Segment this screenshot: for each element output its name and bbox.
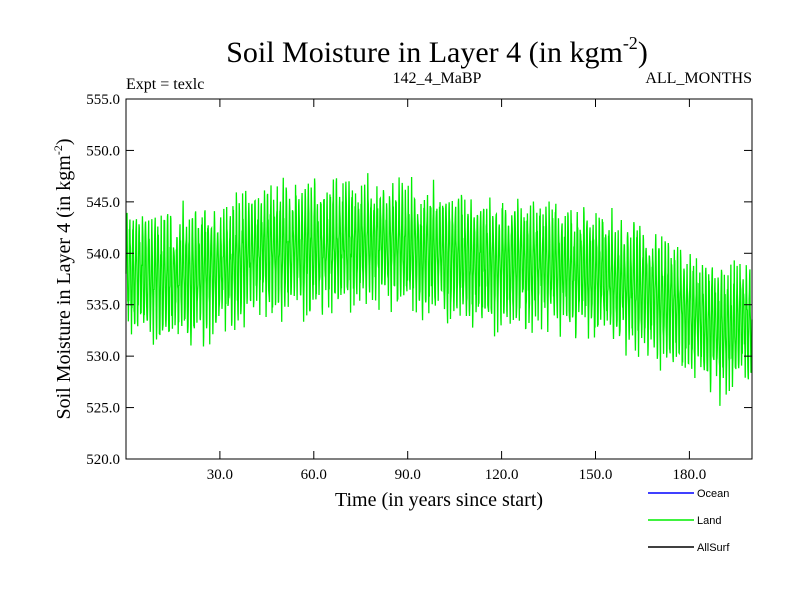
- legend-label-allsurf: AllSurf: [697, 542, 730, 554]
- x-tick-label: 150.0: [579, 467, 613, 483]
- legend-label-ocean: Ocean: [697, 488, 729, 500]
- plot-frame: [125, 98, 753, 460]
- y-tick-label: 540.0: [86, 246, 120, 262]
- chart-title: Soil Moisture in Layer 4 (in kgm-2): [226, 33, 648, 69]
- x-axis-label: Time (in years since start): [335, 489, 543, 511]
- y-axis: 520.0 525.0 530.0 535.0 540.0 545.0 550.0 555.0: [86, 92, 752, 468]
- y-tick-label: 530.0: [86, 349, 120, 365]
- y-tick-label: 520.0: [86, 452, 120, 468]
- y-tick-label: 525.0: [86, 401, 120, 417]
- x-tick-label: 60.0: [301, 467, 327, 483]
- y-axis-label: Soil Moisture in Layer 4 (in kgm-2): [51, 138, 75, 419]
- x-tick-label: 180.0: [673, 467, 707, 483]
- x-tick-label: 90.0: [395, 467, 421, 483]
- series-line-land: [125, 173, 753, 406]
- experiment-label: Expt = texlc: [126, 76, 204, 93]
- months-label: ALL_MONTHS: [645, 70, 752, 87]
- x-tick-label: 30.0: [207, 467, 233, 483]
- x-tick-label: 120.0: [485, 467, 519, 483]
- y-tick-label: 550.0: [86, 143, 120, 159]
- y-tick-label: 545.0: [86, 195, 120, 211]
- legend-label-land: Land: [697, 515, 721, 527]
- y-tick-label: 535.0: [86, 298, 120, 314]
- legend: Ocean Land AllSurf: [648, 488, 730, 554]
- x-axis: 30.0 60.0 90.0 120.0 150.0 180.0: [207, 99, 707, 483]
- period-label: 142_4_MaBP: [393, 70, 482, 87]
- series-land: [125, 173, 753, 406]
- y-tick-label: 555.0: [86, 92, 120, 108]
